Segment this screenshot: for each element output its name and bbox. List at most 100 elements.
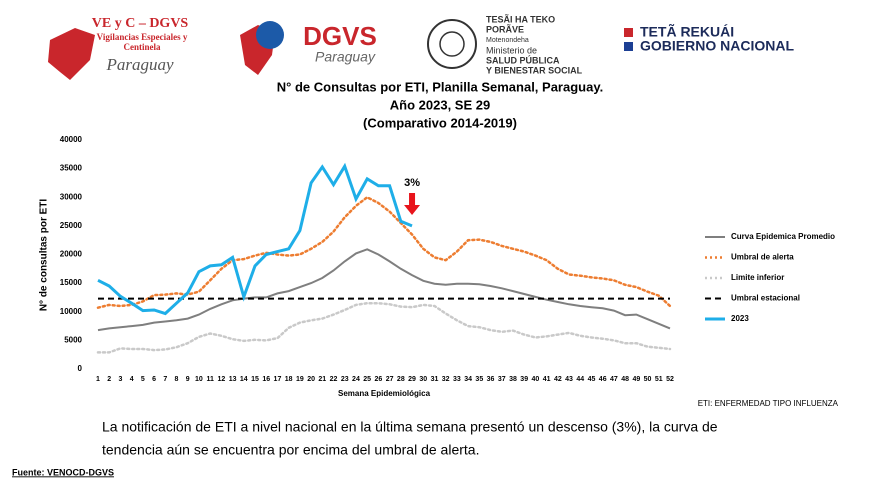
logo-text: VE y C – DGVS	[92, 16, 189, 31]
x-tick-label: 23	[341, 376, 349, 383]
logo-text: TETÃ REKUÁI	[640, 23, 734, 40]
x-tick-label: 20	[307, 376, 315, 383]
x-tick-label: 37	[498, 376, 506, 383]
x-tick-label: 41	[543, 376, 551, 383]
x-tick-label: 33	[453, 376, 461, 383]
x-tick-label: 42	[554, 376, 562, 383]
x-tick-label: 49	[632, 376, 640, 383]
x-tick-label: 2	[107, 376, 111, 383]
x-tick-label: 31	[431, 376, 439, 383]
logo-map	[48, 28, 95, 80]
logo-text: Centinela	[124, 42, 161, 52]
y-tick-label: 10000	[60, 307, 83, 316]
x-tick-label: 4	[130, 376, 134, 383]
x-tick-label: 27	[386, 376, 394, 383]
y-tick-label: 5000	[64, 335, 82, 344]
chart-subtitle: Año 2023, SE 29	[390, 97, 490, 112]
x-tick-label: 11	[206, 376, 214, 383]
y-tick-label: 20000	[60, 250, 83, 259]
x-axis-label: Semana Epidemiológica	[338, 389, 431, 398]
y-tick-label: 35000	[60, 164, 83, 173]
logo-text: TESÃI HA TEKO	[486, 14, 555, 24]
x-tick-label: 5	[141, 376, 145, 383]
logo-text: Y BIENESTAR SOCIAL	[486, 65, 583, 75]
logo-text: Ministerio de	[486, 45, 537, 55]
y-tick-label: 25000	[60, 221, 83, 230]
x-tick-label: 18	[285, 376, 293, 383]
x-tick-label: 29	[408, 376, 416, 383]
logo-text: DGVS	[303, 21, 377, 51]
y-tick-label: 30000	[60, 192, 83, 201]
x-tick-label: 9	[186, 376, 190, 383]
legend-label: Curva Epidemica Promedio	[731, 232, 835, 241]
x-tick-label: 17	[274, 376, 282, 383]
x-tick-label: 16	[262, 376, 270, 383]
logo-text: PORÃVE	[486, 24, 524, 34]
logo-square	[624, 28, 633, 37]
x-tick-label: 22	[330, 376, 338, 383]
x-tick-label: 15	[251, 376, 259, 383]
x-tick-label: 21	[318, 376, 326, 383]
logo-text: Vigilancias Especiales y	[97, 32, 188, 42]
logo-seal	[427, 19, 477, 69]
x-tick-label: 3	[118, 376, 122, 383]
x-tick-label: 13	[229, 376, 237, 383]
x-tick-label: 10	[195, 376, 203, 383]
x-tick-label: 39	[520, 376, 528, 383]
x-tick-label: 34	[464, 376, 472, 383]
x-tick-label: 50	[644, 376, 652, 383]
x-tick-label: 35	[475, 376, 483, 383]
x-tick-label: 46	[599, 376, 607, 383]
source: Fuente: VENOCD-DGVS	[12, 467, 114, 477]
x-tick-label: 38	[509, 376, 517, 383]
x-tick-label: 25	[363, 376, 371, 383]
series-line	[97, 162, 413, 316]
x-tick-label: 47	[610, 376, 618, 383]
chart-subtitle: (Comparativo 2014-2019)	[363, 115, 517, 130]
chart-title: N° de Consultas por ETI, Planilla Semana…	[277, 79, 603, 94]
x-tick-label: 8	[175, 376, 179, 383]
x-tick-label: 6	[152, 376, 156, 383]
x-tick-label: 45	[588, 376, 596, 383]
logo-text: Paraguay	[105, 55, 174, 74]
annotation: 3%	[404, 177, 420, 189]
series-line	[96, 195, 672, 309]
x-tick-label: 26	[374, 376, 382, 383]
note-text: La notificación de ETI a nivel nacional …	[102, 419, 718, 435]
logo-text: GOBIERNO NACIONAL	[640, 38, 794, 54]
x-tick-label: 40	[532, 376, 540, 383]
logo-text: Motenondeha	[486, 37, 529, 44]
logo-seal	[439, 31, 465, 57]
x-tick-label: 28	[397, 376, 405, 383]
x-tick-label: 7	[163, 376, 167, 383]
x-tick-label: 51	[655, 376, 663, 383]
x-tick-label: 1	[96, 376, 100, 383]
annotation-arrow	[404, 193, 421, 215]
x-tick-label: 14	[240, 376, 248, 383]
x-tick-label: 52	[666, 376, 674, 383]
x-tick-label: 12	[217, 376, 225, 383]
note-text: tendencia aún se encuentra por encima de…	[102, 442, 479, 458]
x-tick-label: 43	[565, 376, 573, 383]
x-tick-label: 44	[576, 376, 584, 383]
logo-square	[624, 42, 633, 51]
series-line	[96, 301, 672, 354]
y-tick-label: 40000	[60, 135, 83, 144]
y-axis-label: N° de consultas por ETI	[39, 199, 50, 312]
x-tick-label: 36	[487, 376, 495, 383]
logo-globe	[256, 21, 284, 49]
logo-text: Paraguay	[315, 49, 376, 65]
x-tick-label: 19	[296, 376, 304, 383]
legend-label: Limite inferior	[731, 273, 784, 282]
legend-label: Umbral estacional	[731, 294, 800, 303]
eti-note: ETI: ENFERMEDAD TIPO INFLUENZA	[698, 399, 839, 408]
logo-text: SALUD PÚBLICA	[486, 54, 560, 65]
legend-label: Umbral de alerta	[731, 253, 794, 262]
x-tick-label: 24	[352, 376, 360, 383]
x-tick-label: 30	[419, 376, 427, 383]
x-tick-label: 48	[621, 376, 629, 383]
y-tick-label: 15000	[60, 278, 83, 287]
x-tick-label: 32	[442, 376, 450, 383]
y-tick-label: 0	[78, 364, 83, 373]
